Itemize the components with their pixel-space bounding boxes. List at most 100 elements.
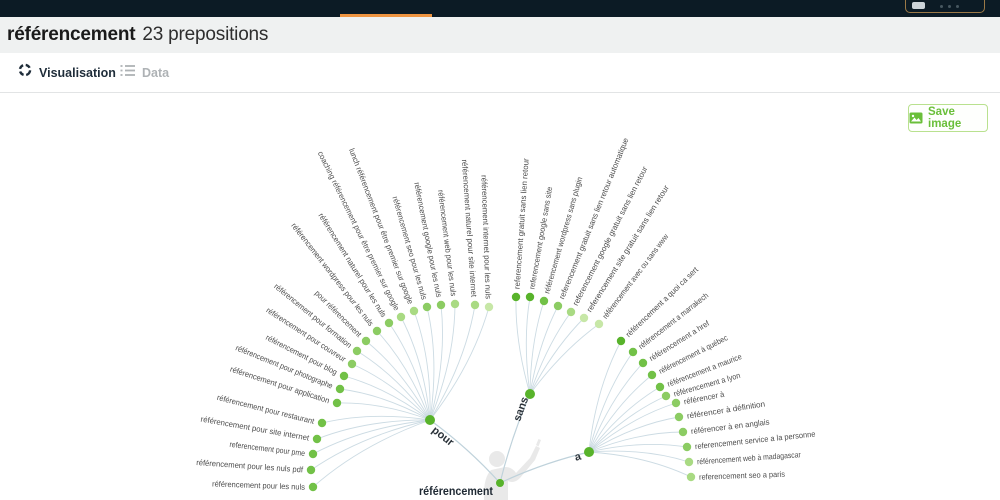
branch-leaf-link	[429, 306, 490, 421]
branch-leaf-link	[429, 304, 443, 421]
keyword-label[interactable]: référencement web à madagascar	[697, 450, 802, 466]
keyword-dot[interactable]	[553, 301, 563, 311]
keyword-dot[interactable]	[566, 307, 576, 317]
keyword-dot[interactable]	[594, 319, 604, 329]
nav-account-button[interactable]	[905, 0, 985, 13]
branch-label[interactable]: pour	[429, 424, 456, 449]
keyword-dot[interactable]	[352, 346, 362, 356]
branch-leaf-link	[588, 362, 644, 453]
branch-leaf-link	[321, 415, 431, 424]
keyword-label[interactable]: référencement internet pour les nuls	[479, 175, 492, 299]
active-nav-underline	[340, 14, 432, 17]
branch-leaf-link	[529, 323, 600, 395]
keyword-dot[interactable]	[308, 482, 318, 492]
branch-leaf-link	[588, 443, 688, 453]
branch-leaf-link	[343, 375, 431, 421]
branch-leaf-link	[588, 402, 677, 453]
save-image-button[interactable]: Save image	[908, 104, 988, 132]
list-icon	[120, 64, 135, 82]
branch-leaf-link	[356, 350, 431, 421]
keyword-dot[interactable]	[436, 300, 446, 310]
branch-leaf-link	[365, 340, 431, 421]
root-dot[interactable]	[496, 479, 504, 487]
keyword-dot[interactable]	[372, 326, 382, 336]
keyword-dot[interactable]	[339, 371, 349, 381]
keyword-label[interactable]: référencement pour les nuls pdf	[196, 458, 304, 474]
keyword-dot[interactable]	[422, 302, 432, 312]
keyword-dot[interactable]	[684, 457, 694, 467]
branch-dot[interactable]	[525, 389, 535, 399]
branch-leaf-link	[351, 363, 431, 421]
branch-leaf-link	[529, 305, 559, 395]
keyword-label[interactable]: référencement naturel pour site internet	[460, 159, 479, 298]
branch-leaf-link	[312, 419, 431, 455]
keyword-dot[interactable]	[335, 384, 345, 394]
keyword-dot[interactable]	[384, 318, 394, 328]
window-icon	[912, 2, 925, 9]
keyword-dot[interactable]	[511, 292, 521, 302]
keyword-label[interactable]: referencement seo a paris	[699, 470, 785, 482]
branch-leaf-link	[312, 419, 431, 488]
keyword-dot[interactable]	[525, 292, 535, 302]
branch-leaf-link	[529, 300, 545, 395]
keyword-label[interactable]: référencer à en anglais	[690, 417, 770, 436]
keyword-dot[interactable]	[312, 434, 322, 444]
root-branch-link	[499, 393, 531, 484]
branch-leaf-link	[588, 340, 622, 453]
keyword-dot[interactable]	[628, 347, 638, 357]
branch-leaf-link	[588, 374, 653, 453]
branch-leaf-link	[588, 450, 690, 463]
keyword-dot[interactable]	[470, 300, 480, 310]
keyword-dot[interactable]	[674, 412, 684, 422]
tab-bar: Visualisation Data	[0, 53, 1000, 145]
branch-label[interactable]: a	[573, 450, 583, 463]
tab-visualisation[interactable]: Visualisation	[18, 53, 116, 92]
root-branch-link	[429, 419, 501, 484]
branch-leaf-link	[529, 311, 572, 395]
branch-leaf-link	[588, 451, 692, 478]
keyword-dot[interactable]	[396, 312, 406, 322]
branch-dot[interactable]	[425, 415, 435, 425]
branch-leaf-link	[588, 386, 661, 453]
branch-leaf-link	[413, 310, 431, 421]
branch-leaf-link	[588, 416, 680, 453]
keyword-dot[interactable]	[332, 398, 342, 408]
keyword-dot[interactable]	[306, 465, 316, 475]
keyword-dot[interactable]	[682, 442, 692, 452]
keyword-dot[interactable]	[686, 472, 696, 482]
keyword-dot[interactable]	[671, 398, 681, 408]
root-keyword-label: référencement	[419, 486, 493, 498]
keyword-dot[interactable]	[317, 418, 327, 428]
branch-leaf-link	[429, 304, 476, 421]
keyword-dot[interactable]	[638, 358, 648, 368]
branch-leaf-link	[529, 317, 585, 395]
keyword-dot[interactable]	[616, 336, 626, 346]
keyword-dot[interactable]	[409, 306, 419, 316]
keyword-dot[interactable]	[655, 382, 665, 392]
keyword-dot[interactable]	[347, 359, 357, 369]
keyword-dot[interactable]	[450, 299, 460, 309]
keyword-dot[interactable]	[484, 302, 494, 312]
branch-leaf-link	[588, 351, 634, 453]
keyword-dot[interactable]	[361, 336, 371, 346]
branch-label[interactable]: sans	[511, 395, 531, 423]
searched-keyword: référencement	[7, 24, 136, 45]
save-image-label: Save image	[928, 106, 962, 130]
tab-data[interactable]: Data	[120, 53, 169, 92]
keyword-dot[interactable]	[678, 427, 688, 437]
branch-leaf-link	[525, 296, 531, 395]
branch-leaf-link	[339, 388, 431, 421]
circular-arrows-icon	[18, 63, 32, 82]
keyword-dot[interactable]	[661, 391, 671, 401]
keyword-label[interactable]: referencement gratuit sans lien retour	[513, 158, 531, 290]
keyword-label[interactable]: referencement pour pme	[229, 440, 306, 458]
keyword-dot[interactable]	[308, 449, 318, 459]
keyword-dot[interactable]	[647, 370, 657, 380]
branch-leaf-link	[376, 330, 431, 421]
keyword-dot[interactable]	[539, 296, 549, 306]
branch-dot[interactable]	[584, 447, 594, 457]
branch-leaf-link	[515, 296, 531, 395]
keyword-tree-svg: référencement pour les nuls référencement…	[196, 136, 816, 500]
keyword-dot[interactable]	[579, 313, 589, 323]
keyword-label[interactable]: référencement pour les nuls	[212, 479, 305, 491]
